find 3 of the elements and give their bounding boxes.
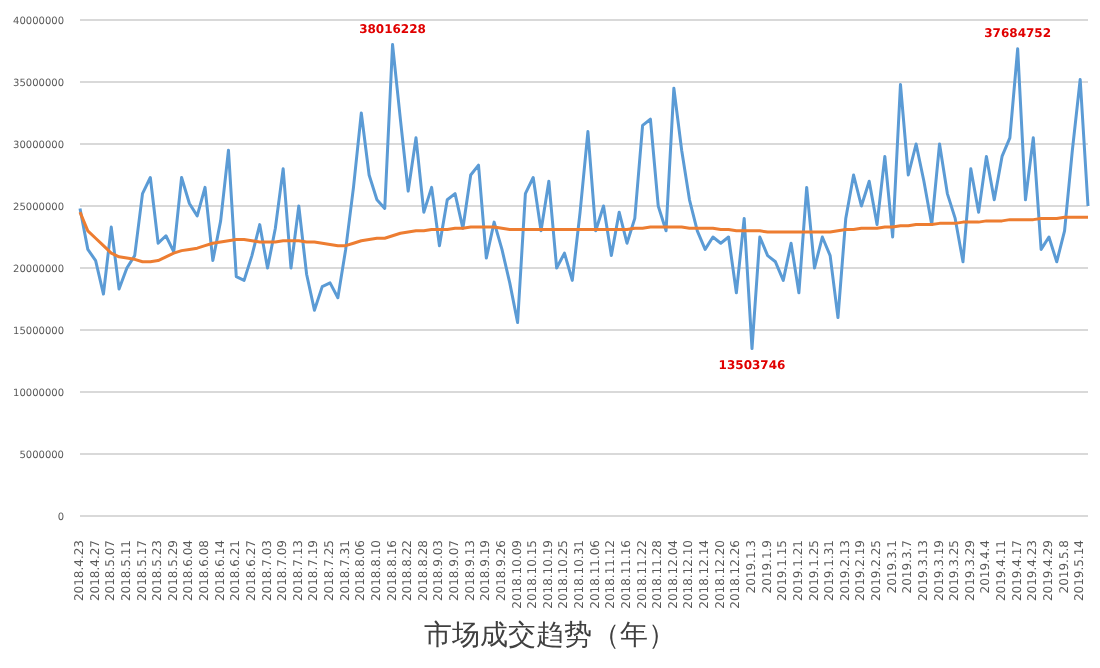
line-series (78, 43, 1090, 351)
line-series (78, 210, 1090, 264)
text: 市场成交趋势（年） (422, 618, 678, 654)
